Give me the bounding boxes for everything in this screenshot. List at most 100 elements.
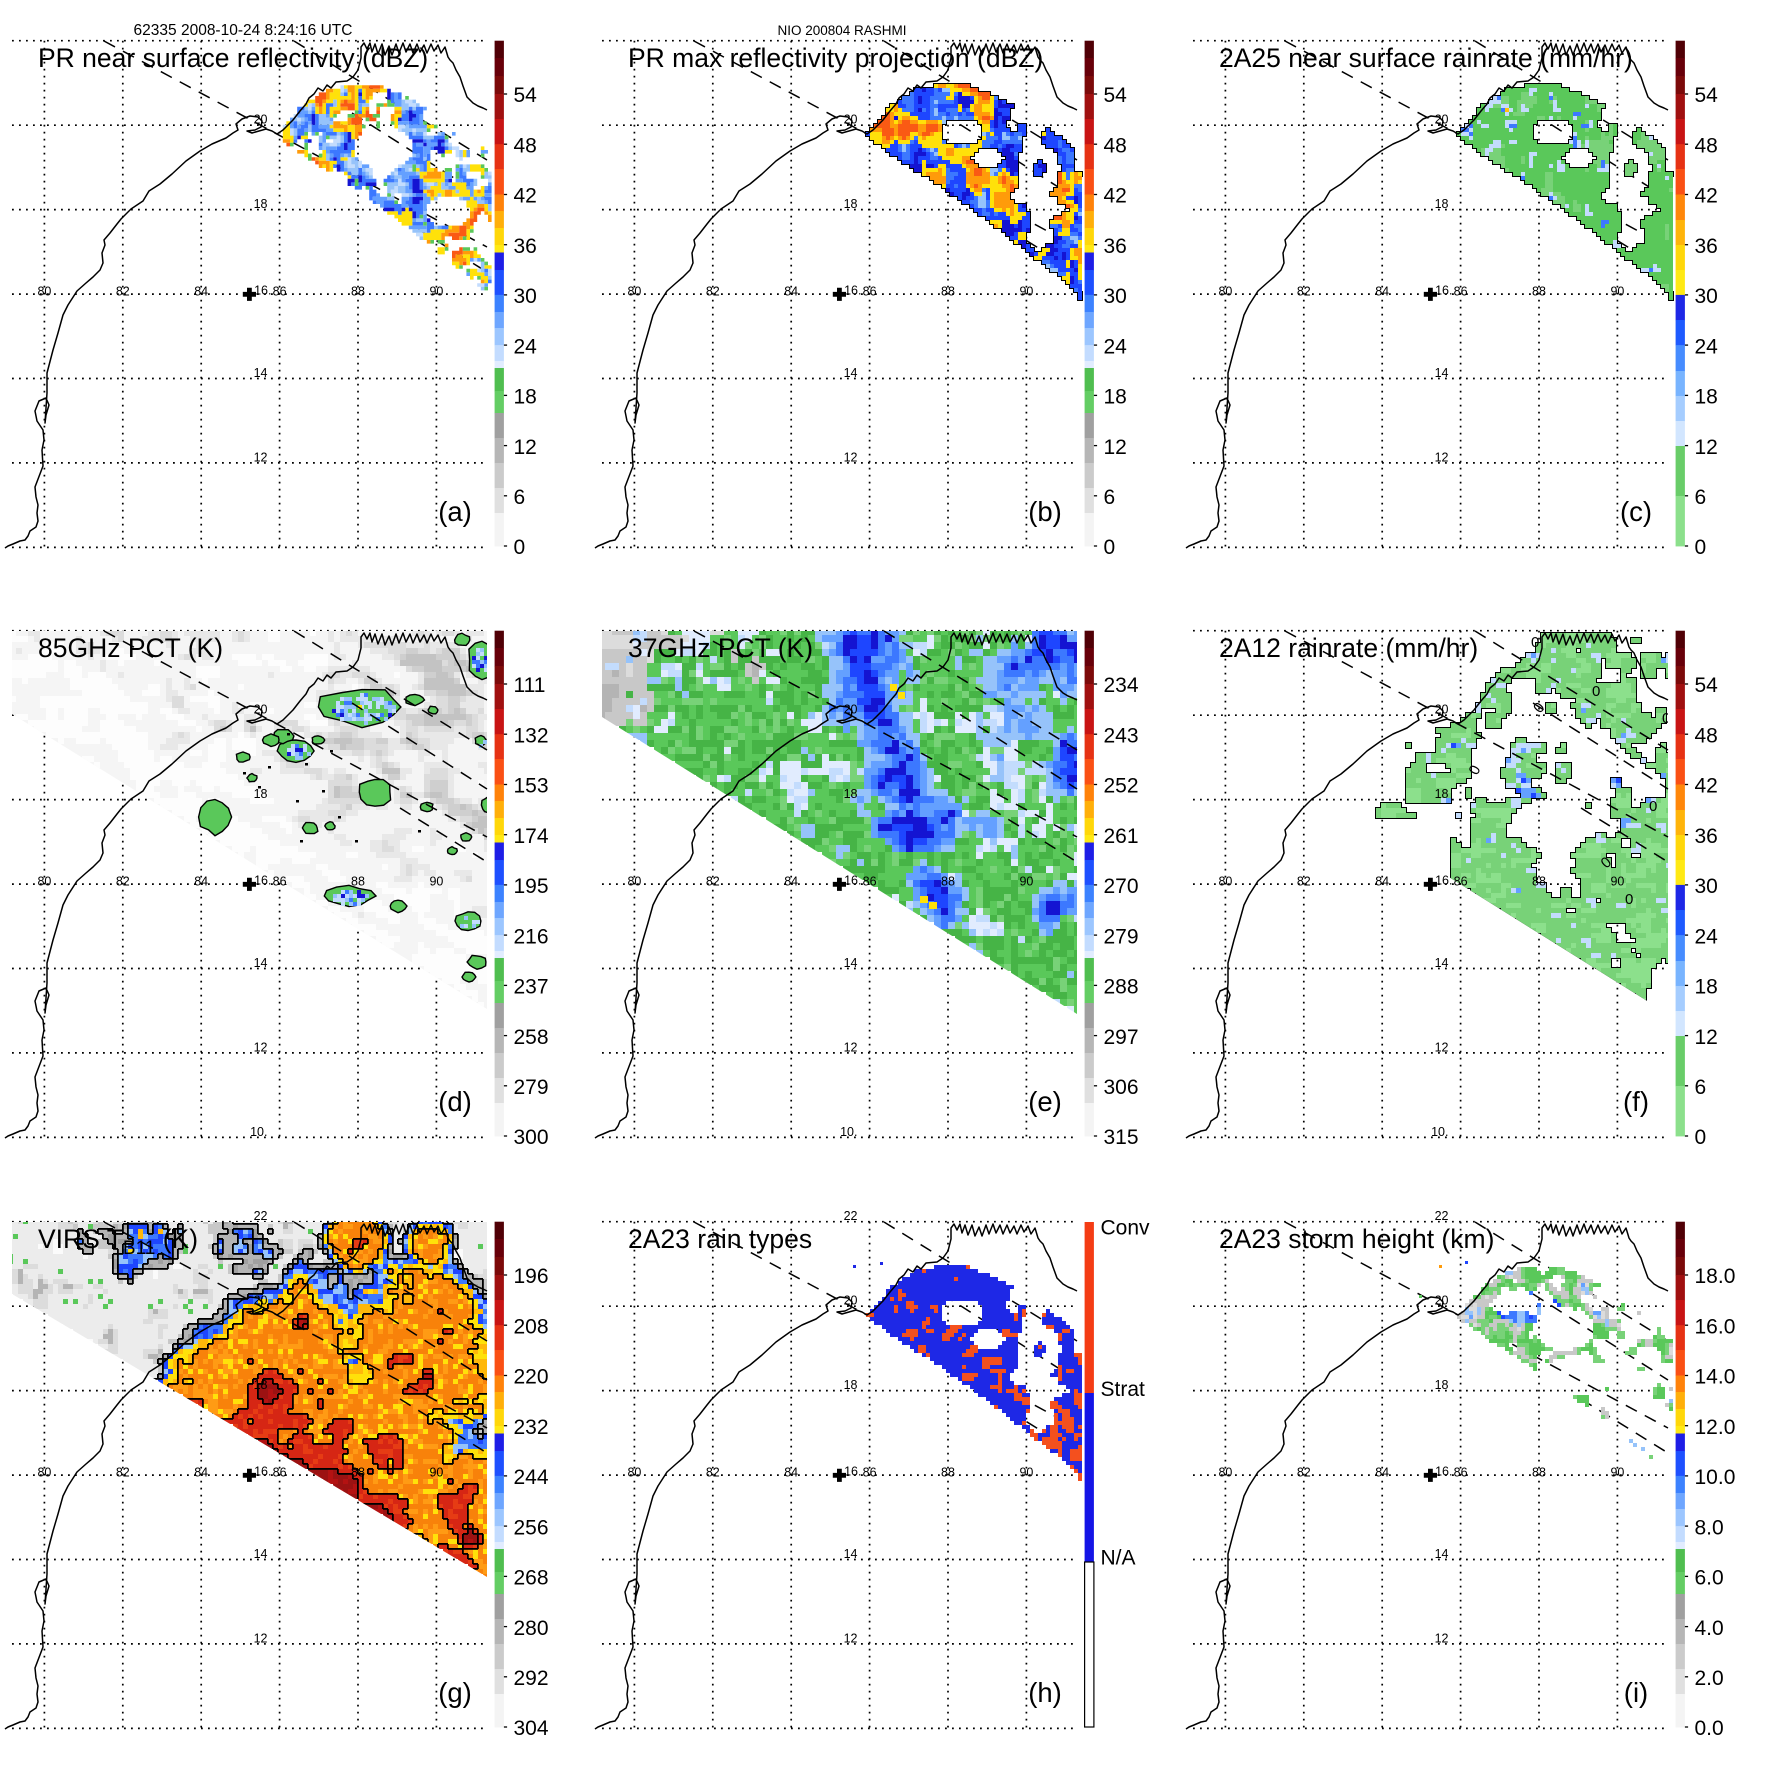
svg-text:80: 80	[628, 1465, 642, 1479]
svg-text:88: 88	[351, 284, 365, 298]
svg-text:0.0: 0.0	[1694, 1717, 1723, 1740]
svg-text:18: 18	[254, 787, 268, 801]
svg-text:30: 30	[1694, 285, 1717, 308]
svg-text:132: 132	[514, 725, 549, 748]
svg-text:14: 14	[1434, 956, 1448, 970]
svg-text:12: 12	[1694, 1026, 1717, 1049]
svg-text:8.0: 8.0	[1694, 1516, 1723, 1539]
svg-text:12: 12	[254, 451, 268, 465]
svg-text:216: 216	[514, 926, 549, 949]
svg-text:84: 84	[194, 875, 208, 889]
svg-text:80: 80	[37, 1465, 51, 1479]
svg-text:PR near surface reflectivity (: PR near surface reflectivity (dBZ)	[38, 43, 428, 73]
svg-text:10.: 10.	[840, 1125, 857, 1139]
svg-text:(g): (g)	[438, 1677, 472, 1708]
svg-text:80: 80	[1218, 1465, 1232, 1479]
svg-text:80: 80	[628, 875, 642, 889]
svg-text:22: 22	[844, 1209, 858, 1223]
svg-text:Strat: Strat	[1101, 1378, 1146, 1401]
svg-text:N/A: N/A	[1101, 1546, 1136, 1569]
svg-text:86: 86	[273, 875, 287, 889]
svg-text:14: 14	[844, 956, 858, 970]
svg-text:244: 244	[514, 1466, 549, 1489]
svg-text:300: 300	[514, 1126, 549, 1149]
svg-text:6: 6	[514, 486, 526, 509]
svg-text:268: 268	[514, 1566, 549, 1589]
svg-text:88: 88	[1532, 284, 1546, 298]
svg-text:14: 14	[254, 1547, 268, 1561]
svg-text:10.0: 10.0	[1694, 1466, 1735, 1489]
svg-text:258: 258	[514, 1026, 549, 1049]
svg-text:(c): (c)	[1620, 496, 1652, 527]
svg-text:88: 88	[941, 284, 955, 298]
svg-text:84: 84	[1375, 875, 1389, 889]
svg-text:36: 36	[1104, 235, 1127, 258]
svg-text:PR max reflectivity projection: PR max reflectivity projection (dBZ)	[628, 43, 1043, 73]
svg-text:88: 88	[1532, 1465, 1546, 1479]
svg-text:85GHz PCT (K): 85GHz PCT (K)	[38, 633, 223, 663]
svg-text:(b): (b)	[1028, 496, 1062, 527]
svg-text:24: 24	[1694, 926, 1718, 949]
svg-text:16.: 16.	[844, 284, 861, 298]
svg-text:88: 88	[351, 875, 365, 889]
svg-text:42: 42	[1694, 185, 1717, 208]
svg-text:2A23 rain types: 2A23 rain types	[628, 1224, 812, 1254]
svg-text:84: 84	[194, 284, 208, 298]
svg-text:18: 18	[254, 1378, 268, 1392]
svg-text:0: 0	[1694, 1126, 1706, 1149]
svg-text:20: 20	[844, 113, 858, 127]
svg-text:20: 20	[844, 703, 858, 717]
svg-text:88: 88	[1532, 875, 1546, 889]
svg-text:12: 12	[254, 1631, 268, 1645]
svg-text:18: 18	[1434, 787, 1448, 801]
svg-text:243: 243	[1104, 725, 1139, 748]
svg-text:306: 306	[1104, 1076, 1139, 1099]
svg-text:82: 82	[706, 284, 720, 298]
svg-text:86: 86	[863, 284, 877, 298]
svg-text:90: 90	[429, 284, 443, 298]
svg-text:24: 24	[514, 335, 538, 358]
svg-text:20: 20	[1434, 703, 1448, 717]
svg-text:36: 36	[514, 235, 537, 258]
svg-text:174: 174	[514, 825, 549, 848]
svg-text:12: 12	[1694, 436, 1717, 459]
svg-text:42: 42	[1104, 185, 1127, 208]
svg-text:304: 304	[514, 1717, 549, 1740]
svg-text:0: 0	[1662, 710, 1670, 727]
svg-text:0: 0	[1649, 798, 1657, 815]
svg-text:16.0: 16.0	[1694, 1315, 1735, 1338]
svg-text:82: 82	[116, 284, 130, 298]
svg-text:Conv: Conv	[1101, 1216, 1151, 1239]
svg-text:12: 12	[1434, 1631, 1448, 1645]
svg-text:2A25 near surface rainrate (mm: 2A25 near surface rainrate (mm/hr)	[1219, 43, 1633, 73]
svg-text:20: 20	[254, 703, 268, 717]
svg-text:30: 30	[1694, 875, 1717, 898]
svg-text:20: 20	[1434, 1293, 1448, 1307]
svg-text:(i): (i)	[1623, 1677, 1647, 1708]
svg-text:111: 111	[514, 674, 546, 697]
svg-text:(h): (h)	[1028, 1677, 1062, 1708]
svg-text:14: 14	[844, 366, 858, 380]
svg-text:22: 22	[1434, 1209, 1448, 1223]
svg-text:86: 86	[1453, 1465, 1467, 1479]
svg-text:0: 0	[1104, 536, 1116, 559]
svg-text:80: 80	[37, 284, 51, 298]
svg-text:(d): (d)	[438, 1086, 472, 1117]
svg-text:90: 90	[1020, 1465, 1034, 1479]
svg-text:0: 0	[1625, 891, 1633, 908]
svg-text:(e): (e)	[1028, 1086, 1062, 1117]
svg-text:80: 80	[1218, 284, 1232, 298]
svg-text:10.: 10.	[1431, 1125, 1448, 1139]
svg-text:20: 20	[254, 1293, 268, 1307]
svg-text:12: 12	[1434, 451, 1448, 465]
svg-text:37GHz PCT (K): 37GHz PCT (K)	[628, 633, 813, 663]
svg-text:90: 90	[1020, 875, 1034, 889]
svg-text:208: 208	[514, 1315, 549, 1338]
svg-text:261: 261	[1104, 825, 1139, 848]
svg-text:84: 84	[1375, 1465, 1389, 1479]
svg-text:279: 279	[1104, 926, 1139, 949]
svg-text:12: 12	[1104, 436, 1127, 459]
svg-text:2A23 storm height (km): 2A23 storm height (km)	[1219, 1224, 1494, 1254]
svg-text:0: 0	[1592, 683, 1600, 700]
svg-text:86: 86	[1453, 284, 1467, 298]
